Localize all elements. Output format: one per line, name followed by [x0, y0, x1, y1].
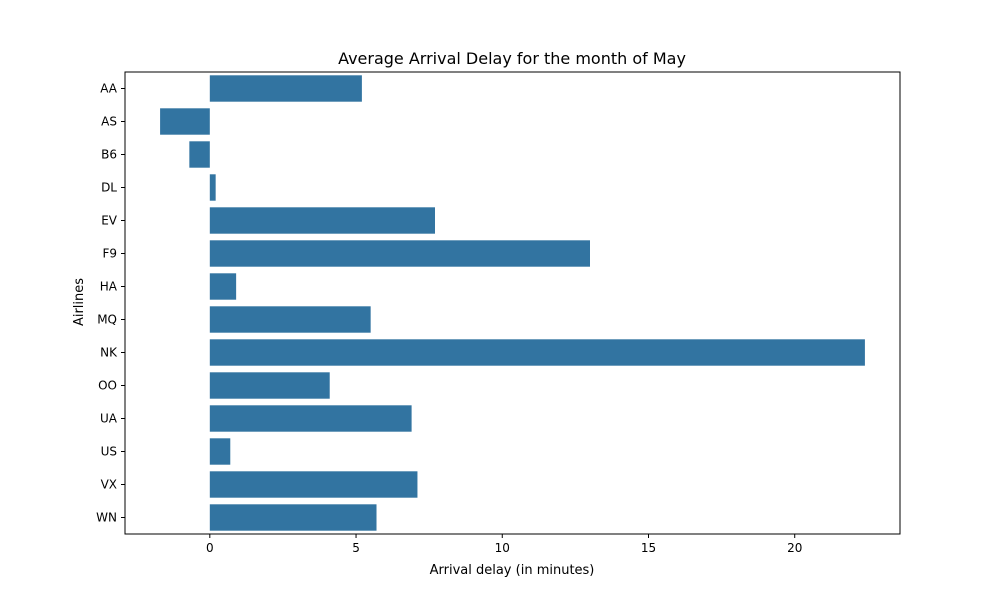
bar-wn [209, 504, 377, 531]
y-tick-label: EV [101, 214, 118, 228]
x-ticks-layer: 0 5 10 15 20 [206, 534, 802, 555]
bar-nk [209, 339, 865, 366]
y-tick-label: WN [96, 511, 117, 525]
y-axis-label: Airlines [72, 278, 87, 326]
y-tick-label: MQ [97, 313, 117, 327]
y-tick-label: VX [101, 478, 117, 492]
y-tick-label: DL [101, 181, 117, 195]
bar-b6 [189, 141, 210, 168]
bar-ua [209, 405, 412, 432]
y-ticks-layer: AA AS B6 DL EV F9 HA MQ NK OO UA US VX WN [96, 82, 125, 525]
y-tick-label: UA [100, 412, 118, 426]
plot-frame [124, 71, 901, 535]
y-tick-label: US [101, 445, 117, 459]
bar-mq [209, 306, 371, 333]
x-axis-label: Arrival delay (in minutes) [430, 563, 595, 578]
bar-aa [209, 75, 362, 102]
x-tick-label: 5 [352, 541, 360, 555]
bar-us [209, 438, 231, 465]
y-tick-label: AS [101, 115, 117, 129]
y-tick-label: NK [100, 346, 118, 360]
bar-dl [209, 174, 216, 201]
x-tick-label: 10 [495, 541, 510, 555]
y-tick-label: HA [100, 280, 118, 294]
chart-title: Average Arrival Delay for the month of M… [338, 49, 686, 68]
bar-vx [209, 471, 418, 498]
bar-as [160, 108, 210, 135]
y-tick-label: F9 [102, 247, 117, 261]
y-tick-label: OO [98, 379, 117, 393]
bar-oo [209, 372, 330, 399]
bar-ha [209, 273, 237, 300]
bar-f9 [209, 240, 590, 267]
x-tick-label: 20 [787, 541, 802, 555]
y-tick-label: AA [100, 82, 118, 96]
x-tick-label: 15 [641, 541, 656, 555]
y-tick-label: B6 [101, 148, 117, 162]
bars-layer [160, 75, 865, 531]
bar-ev [209, 207, 435, 234]
x-tick-label: 0 [206, 541, 214, 555]
